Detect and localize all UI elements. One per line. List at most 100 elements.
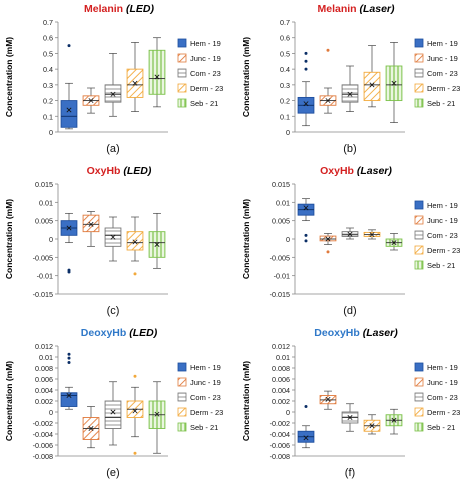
legend-item-junc-19: Junc - 19 (177, 53, 221, 63)
y-tick-label: 0.012 (272, 342, 290, 351)
mean-marker (110, 409, 116, 415)
y-tick-label: 0.005 (272, 217, 290, 226)
outlier-point (304, 67, 308, 71)
chart-deoxyhb-led: DeoxyHb (LED) Concentration (mM) -0.008 -0.… (4, 327, 223, 479)
mean-marker (66, 107, 72, 113)
legend-swatch (414, 68, 424, 78)
legend-item-junc-19: Junc - 19 (177, 377, 221, 387)
box-iqr (104, 400, 122, 429)
legend-item-junc-19: Junc - 19 (414, 215, 458, 225)
y-tick-label: 0.006 (35, 375, 53, 384)
y-tick-label: -0.015 (33, 290, 53, 299)
mean-marker (110, 91, 116, 97)
box-iqr (363, 71, 381, 102)
chart-title-main: DeoxyHb (314, 327, 362, 339)
y-axis-label: Concentration (mM) (4, 199, 14, 279)
y-axis-label: Concentration (mM) (4, 37, 14, 117)
y-tick-label: 0.5 (280, 49, 290, 58)
chart-title: OxyHb (Laser) (320, 165, 392, 177)
legend-swatch (414, 407, 424, 417)
chart-title-main: OxyHb (320, 165, 357, 177)
chart-title-suffix: (LED) (123, 165, 151, 177)
y-tick-label: 0.008 (35, 364, 53, 373)
box-seb-21 (148, 381, 166, 454)
y-tick-label: 0.3 (280, 81, 290, 90)
legend-item-seb-21: Seb - 21 (414, 98, 455, 108)
y-tick-label: 0.6 (280, 34, 290, 43)
panel-label: (b) (343, 143, 356, 155)
box-iqr (126, 231, 144, 251)
y-tick-label: -0.002 (270, 419, 290, 428)
box-seb-21 (385, 408, 403, 435)
y-tick-label: 0 (49, 128, 53, 137)
mean-marker (66, 225, 72, 231)
outlier-point (67, 352, 71, 356)
legend-swatch (177, 38, 187, 48)
box-hem-19 (60, 212, 78, 274)
y-tick-label: 0.7 (280, 18, 290, 27)
mean-marker (154, 242, 160, 247)
chart-title-suffix: (Laser) (360, 3, 396, 15)
outlier-point (326, 250, 330, 254)
legend-item-junc-19: Junc - 19 (414, 377, 458, 387)
chart-title-suffix: (Laser) (357, 165, 393, 177)
y-tick-label: -0.01 (274, 272, 290, 281)
legend-item-derm-23: Derm - 23 (414, 83, 460, 93)
legend-item-hem-19: Hem - 19 (177, 362, 221, 372)
box-derm-23 (126, 216, 144, 276)
legend-item-derm-23: Derm - 23 (177, 407, 223, 417)
mean-marker (132, 408, 138, 414)
mean-marker (88, 98, 94, 104)
y-tick-label: 0.004 (35, 386, 53, 395)
legend-item-com-23: Com - 23 (414, 392, 458, 402)
legend-item-com-23: Com - 23 (414, 230, 458, 240)
mean-marker (303, 205, 309, 211)
chart-title: Melanin (Laser) (317, 3, 395, 15)
legend-swatch (177, 407, 187, 417)
legend-swatch (414, 230, 424, 240)
mean-marker (88, 426, 94, 431)
outlier-point (67, 44, 71, 48)
box-iqr (82, 214, 100, 233)
y-tick-label: 0.008 (272, 364, 290, 373)
chart-title: DeoxyHb (Laser) (314, 327, 398, 339)
chart-title: OxyHb (LED) (87, 165, 152, 177)
chart-title-main: Melanin (84, 3, 126, 15)
legend-label: Derm - 23 (427, 84, 460, 93)
legend-item-hem-19: Hem - 19 (414, 362, 458, 372)
chart-title-main: OxyHb (87, 165, 124, 177)
legend-label: Com - 23 (190, 393, 221, 402)
y-tick-label: -0.015 (270, 290, 290, 299)
y-tick-label: 0.7 (43, 18, 53, 27)
legend-item-derm-23: Derm - 23 (177, 83, 223, 93)
legend-item-com-23: Com - 23 (177, 392, 221, 402)
legend-label: Junc - 19 (427, 216, 458, 225)
legend-swatch (414, 245, 424, 255)
legend-label: Seb - 21 (427, 261, 455, 270)
outlier-point (304, 233, 308, 237)
y-tick-label: 0.6 (43, 34, 53, 43)
y-tick-label: 0.1 (43, 112, 53, 121)
box-derm-23 (363, 229, 381, 240)
legend-item-derm-23: Derm - 23 (414, 407, 460, 417)
legend-swatch (414, 98, 424, 108)
mean-marker (303, 101, 309, 107)
legend-label: Seb - 21 (427, 423, 455, 432)
legend-item-hem-19: Hem - 19 (414, 200, 458, 210)
box-iqr (60, 100, 78, 128)
legend-label: Derm - 23 (427, 408, 460, 417)
legend-swatch (414, 215, 424, 225)
y-tick-label: 0.015 (35, 180, 53, 189)
legend-swatch (177, 362, 187, 372)
legend-swatch (414, 38, 424, 48)
legend-label: Com - 23 (427, 69, 458, 78)
legend-swatch (414, 422, 424, 432)
outlier-point (304, 239, 308, 243)
chart-oxyhb-laser: OxyHb (Laser) Concentration (mM) -0.015 -0.… (241, 165, 460, 317)
box-com-23 (104, 216, 122, 262)
y-tick-label: 0 (286, 408, 290, 417)
y-tick-label: 0.002 (35, 397, 53, 406)
legend-label: Junc - 19 (190, 378, 221, 387)
legend-item-seb-21: Seb - 21 (414, 260, 455, 270)
